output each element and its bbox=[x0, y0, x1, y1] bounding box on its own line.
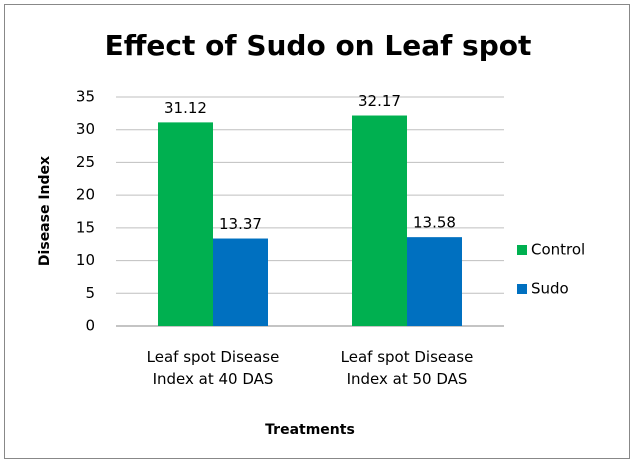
x-tick-label: Leaf spot Disease Index at 50 DAS bbox=[340, 348, 474, 388]
y-tick-label: 5 bbox=[85, 284, 95, 302]
x-axis-label: Treatments bbox=[265, 422, 355, 438]
bar bbox=[407, 237, 462, 326]
data-label: 13.37 bbox=[219, 215, 262, 233]
y-tick-label: 35 bbox=[76, 88, 95, 106]
x-tick-label: Leaf spot Disease Index at 40 DAS bbox=[146, 348, 280, 388]
y-tick-label: 20 bbox=[76, 186, 95, 204]
data-label: 32.17 bbox=[358, 92, 401, 110]
bar bbox=[158, 122, 213, 326]
y-tick-label: 30 bbox=[76, 120, 95, 138]
legend-swatch bbox=[517, 284, 527, 294]
y-tick-label: 0 bbox=[85, 317, 95, 335]
data-label: 13.58 bbox=[413, 214, 456, 232]
legend-label: Control bbox=[531, 241, 585, 259]
bar bbox=[352, 115, 407, 326]
chart-title: Effect of Sudo on Leaf spot bbox=[105, 29, 532, 62]
y-tick-label: 10 bbox=[76, 251, 95, 269]
legend-swatch bbox=[517, 245, 527, 255]
chart-border bbox=[4, 4, 630, 459]
y-tick-label: 25 bbox=[76, 153, 95, 171]
y-axis-label: Disease Index bbox=[37, 156, 53, 266]
data-label: 31.12 bbox=[164, 99, 207, 117]
bar bbox=[213, 238, 268, 326]
y-tick-label: 15 bbox=[76, 218, 95, 236]
legend-label: Sudo bbox=[531, 280, 569, 298]
